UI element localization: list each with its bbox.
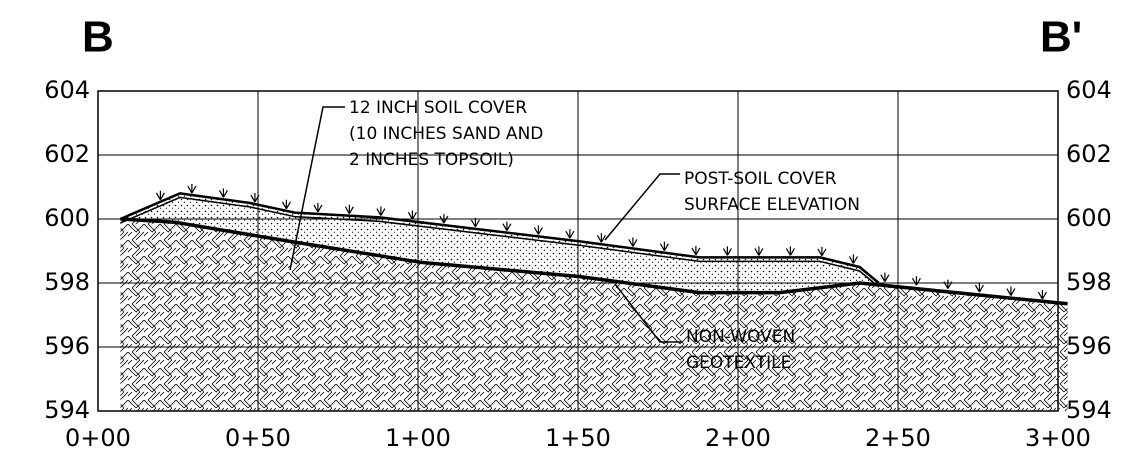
x-tick-label: 0+50: [225, 424, 291, 452]
leader: [289, 106, 345, 271]
grass-symbol: [1006, 286, 1016, 296]
annotation: NON-WOVEN: [686, 327, 795, 347]
grass-symbol: [281, 199, 291, 210]
x-tick-label: 2+50: [865, 424, 931, 452]
grass-symbol: [974, 283, 984, 293]
x-tick-label: 3+00: [1025, 424, 1091, 452]
leaders: [289, 106, 682, 343]
section-label-right: B': [1040, 13, 1082, 62]
grass-symbol: [911, 276, 921, 286]
y-tick-label: 594: [44, 396, 90, 424]
grass-symbol: [439, 214, 449, 224]
annotation: 12 INCH SOIL COVER: [349, 98, 527, 118]
section-label-left: B: [82, 13, 114, 62]
y-tick-label: 598: [44, 268, 90, 296]
grass-symbol: [565, 229, 575, 239]
leader: [604, 173, 680, 241]
cover-fill: [120, 193, 1068, 304]
ground-fill: [120, 219, 1068, 411]
y-tick-label-right: 602: [1066, 140, 1112, 168]
x-tick-label: 2+00: [705, 424, 771, 452]
x-tick-label: 1+00: [385, 424, 451, 452]
grass-symbol: [218, 188, 228, 198]
plot-frame: [97, 90, 1059, 412]
grass-symbol: [880, 272, 890, 282]
grass-symbol: [596, 233, 606, 243]
profile-line: [119, 192, 880, 284]
grass-symbol: [691, 245, 701, 256]
grass-symbol: [250, 193, 260, 203]
grass-symbol: [628, 237, 638, 247]
y-tick-label: 596: [44, 332, 90, 360]
cover-edge: [120, 196, 880, 288]
x-tick-label: 0+00: [65, 424, 131, 452]
grass-symbol: [1037, 290, 1047, 300]
grass-symbol: [470, 217, 480, 228]
grass-symbol: [848, 254, 858, 264]
profile-line: [120, 217, 1068, 306]
annotation: POST-SOIL COVER: [684, 169, 837, 189]
y-tick-label: 602: [44, 140, 90, 168]
annotation: (10 INCHES SAND AND: [349, 124, 543, 144]
y-tick-label-right: 596: [1066, 332, 1112, 360]
annotation: 2 INCHES TOPSOIL): [349, 150, 514, 170]
grass-symbol: [754, 246, 764, 256]
grass-symbol: [187, 184, 197, 194]
y-tick-label-right: 594: [1066, 396, 1112, 424]
y-tick-label: 600: [44, 204, 90, 232]
grass-symbol: [155, 190, 165, 201]
grass-symbol: [943, 279, 953, 289]
grass-symbol: [785, 246, 795, 256]
grass-symbol: [533, 225, 543, 235]
plot-area: 594 594 596 596 598 598 600 600 602 602 604 604 0+00…: [44, 76, 1112, 452]
x-tick-label: 1+50: [545, 424, 611, 452]
grass-symbol: [344, 204, 354, 214]
grass-symbol: [817, 246, 827, 257]
y-tick-label-right: 604: [1066, 76, 1112, 104]
y-tick-label: 604: [44, 76, 90, 104]
grass-symbol: [376, 206, 386, 216]
y-tick-label-right: 600: [1066, 204, 1112, 232]
grass-symbol: [407, 210, 417, 220]
leader: [614, 283, 682, 343]
grass-symbol: [659, 241, 669, 251]
annotation: GEOTEXTILE: [686, 353, 791, 373]
grass-symbol: [502, 221, 512, 231]
y-tick-label-right: 598: [1066, 268, 1112, 296]
grass-symbol: [313, 202, 323, 213]
annotation: SURFACE ELEVATION: [684, 195, 860, 215]
grass-symbol: [722, 246, 732, 256]
